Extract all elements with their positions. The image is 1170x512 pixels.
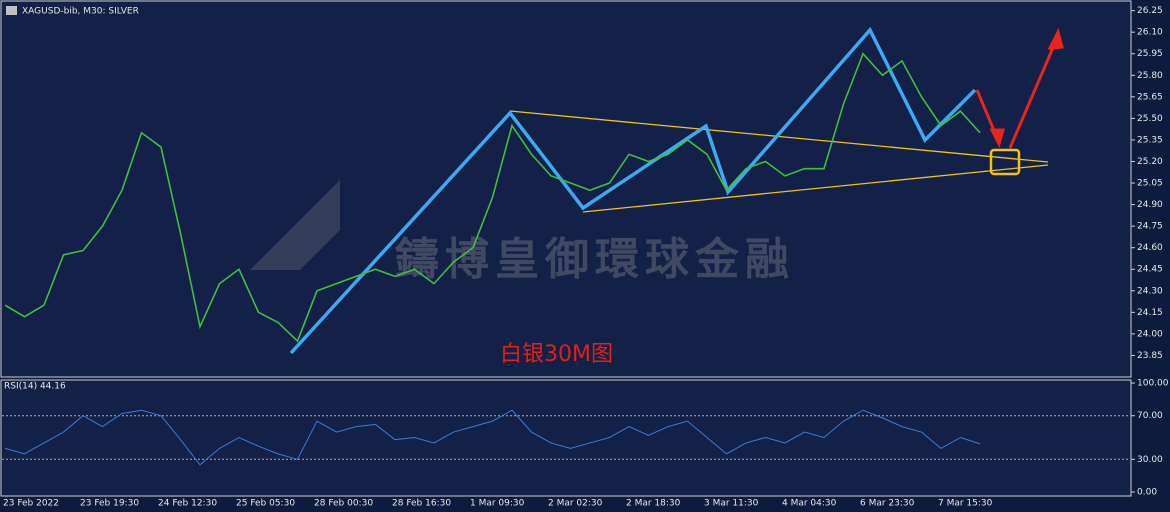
series-line xyxy=(4,52,981,343)
price-panel xyxy=(0,0,1132,378)
y-tick-label: 26.25 xyxy=(1137,6,1163,16)
series-line xyxy=(4,409,981,466)
x-tick-label: 7 Mar 15:30 xyxy=(938,499,993,509)
rsi-title: RSI(14) 44.16 xyxy=(4,382,66,392)
y-tick-label: 25.05 xyxy=(1137,179,1163,189)
y-tick-label: 26.10 xyxy=(1137,28,1163,38)
y-tick-label: 70.00 xyxy=(1137,411,1163,421)
x-tick-label: 24 Feb 12:30 xyxy=(158,499,217,509)
y-tick-label: 25.80 xyxy=(1137,71,1163,81)
watermark: 鑄博皇御環球金融 xyxy=(395,234,795,285)
x-tick-label: 1 Mar 09:30 xyxy=(470,499,525,509)
y-tick-label: 25.20 xyxy=(1137,157,1163,167)
y-tick-label: 0.00 xyxy=(1137,488,1157,498)
y-tick-label: 23.85 xyxy=(1137,351,1163,361)
rsi-panel xyxy=(0,379,1132,497)
y-tick-label: 100.00 xyxy=(1137,379,1169,389)
x-tick-label: 2 Mar 18:30 xyxy=(626,499,681,509)
y-tick-label: 25.65 xyxy=(1137,92,1163,102)
y-tick-label: 24.45 xyxy=(1137,265,1163,275)
x-tick-label: 28 Feb 00:30 xyxy=(314,499,373,509)
y-tick-label: 24.00 xyxy=(1137,329,1163,339)
triangle-pattern xyxy=(509,110,1049,213)
y-tick-label: 24.75 xyxy=(1137,222,1163,232)
symbol-icon xyxy=(6,6,17,15)
x-tick-label: 4 Mar 04:30 xyxy=(782,499,837,509)
y-tick-label: 25.95 xyxy=(1137,49,1163,59)
x-tick-label: 2 Mar 02:30 xyxy=(548,499,603,509)
y-tick-label: 24.60 xyxy=(1137,243,1163,253)
y-tick-label: 24.30 xyxy=(1137,286,1163,296)
forecast-arrows xyxy=(975,27,1064,149)
y-tick-label: 25.35 xyxy=(1137,135,1163,145)
y-tick-label: 25.50 xyxy=(1137,114,1163,124)
y-tick-label: 30.00 xyxy=(1137,455,1163,465)
y-tick-label: 24.15 xyxy=(1137,308,1163,318)
x-tick-label: 25 Feb 05:30 xyxy=(236,499,295,509)
x-tick-label: 3 Mar 11:30 xyxy=(704,499,759,509)
watermark-logo xyxy=(250,180,340,270)
chart-annotation: 白银30M图 xyxy=(500,342,613,367)
x-tick-label: 28 Feb 16:30 xyxy=(392,499,451,509)
x-tick-label: 23 Feb 19:30 xyxy=(80,499,139,509)
symbol-title: XAGUSD-bib, M30: SILVER xyxy=(22,7,139,17)
x-tick-label: 6 Mar 23:30 xyxy=(860,499,915,509)
y-tick-label: 24.90 xyxy=(1137,200,1163,210)
x-tick-label: 23 Feb 2022 xyxy=(3,499,59,509)
wave-arrows xyxy=(289,26,977,355)
